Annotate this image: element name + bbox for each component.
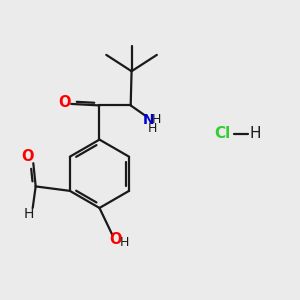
Text: O: O: [109, 232, 122, 247]
Text: H: H: [119, 236, 129, 249]
Text: Cl: Cl: [215, 126, 231, 141]
Text: O: O: [58, 95, 71, 110]
Text: H: H: [24, 207, 34, 221]
Text: H: H: [152, 113, 161, 126]
Text: H: H: [147, 122, 157, 134]
Text: N: N: [143, 113, 154, 127]
Text: H: H: [249, 126, 261, 141]
Text: O: O: [22, 149, 34, 164]
